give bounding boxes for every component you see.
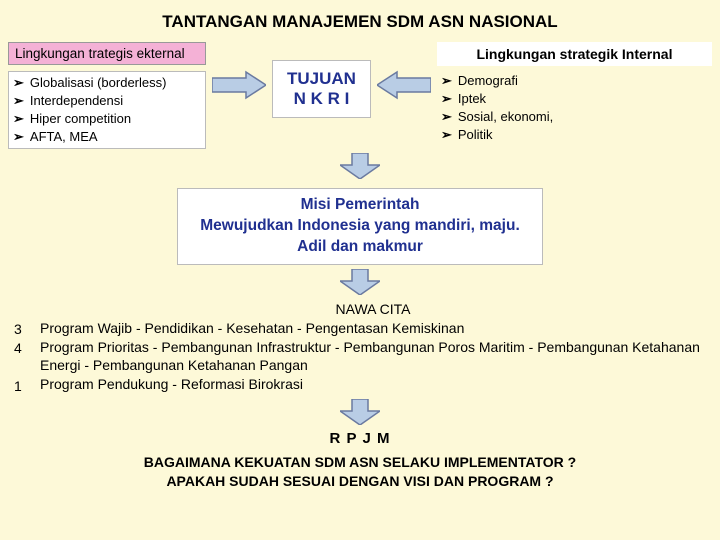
top-row: Lingkungan trategis ekternal ➢ Globalisas… — [0, 42, 720, 149]
item-label: Politik — [458, 127, 493, 143]
mission-line3: Adil dan makmur — [200, 237, 520, 258]
external-column: Lingkungan trategis ekternal ➢ Globalisas… — [8, 42, 206, 149]
nawa-header: NAWA CITA — [40, 300, 706, 319]
external-header: Lingkungan trategis ekternal — [8, 42, 206, 65]
center-line2: N K R I — [287, 89, 356, 109]
bullet-icon: ➢ — [13, 111, 24, 127]
mission-box: Misi Pemerintah Mewujudkan Indonesia yan… — [177, 188, 543, 265]
nawa-num: 4 — [14, 339, 40, 358]
bullet-icon: ➢ — [13, 75, 24, 91]
arrow-down-icon — [0, 153, 720, 182]
item-label: Sosial, ekonomi, — [458, 109, 553, 125]
footer-line1: BAGAIMANA KEKUATAN SDM ASN SELAKU IMPLEM… — [0, 453, 720, 472]
bullet-icon: ➢ — [441, 127, 452, 143]
arrow-down-icon — [0, 399, 720, 428]
item-label: Globalisasi (borderless) — [30, 75, 167, 91]
list-item: ➢ Politik — [441, 126, 708, 144]
nawa-numbers: 3 4 1 — [14, 300, 40, 396]
nawa-text: NAWA CITA Program Wajib - Pendidikan - K… — [40, 300, 706, 396]
list-item: ➢ Sosial, ekonomi, — [441, 108, 708, 126]
item-label: Hiper competition — [30, 111, 131, 127]
nawa-num: 1 — [14, 377, 40, 396]
bullet-icon: ➢ — [441, 109, 452, 125]
bullet-icon: ➢ — [441, 91, 452, 107]
footer-questions: BAGAIMANA KEKUATAN SDM ASN SELAKU IMPLEM… — [0, 453, 720, 491]
internal-list: ➢ Demografi ➢ Iptek ➢ Sosial, ekonomi, ➢ Pol… — [437, 70, 712, 146]
item-label: AFTA, MEA — [30, 129, 98, 145]
mission-wrap: Misi Pemerintah Mewujudkan Indonesia yan… — [0, 188, 720, 265]
nawa-num: 3 — [14, 320, 40, 339]
rpjm-label: R P J M — [0, 430, 720, 447]
nawa-line: Program Prioritas - Pembangunan Infrastr… — [40, 338, 706, 376]
external-list: ➢ Globalisasi (borderless) ➢ Interdependen… — [8, 71, 206, 149]
list-item: ➢ AFTA, MEA — [13, 128, 201, 146]
item-label: Interdependensi — [30, 93, 123, 109]
list-item: ➢ Globalisasi (borderless) — [13, 74, 201, 92]
nawa-line: Program Pendukung - Reformasi Birokrasi — [40, 375, 706, 394]
arrow-down-icon — [0, 269, 720, 298]
list-item: ➢ Demografi — [441, 72, 708, 90]
nawa-line: Program Wajib - Pendidikan - Kesehatan -… — [40, 319, 706, 338]
bullet-icon: ➢ — [441, 73, 452, 89]
center-goal-box: TUJUAN N K R I — [272, 60, 371, 118]
mission-line1: Misi Pemerintah — [200, 195, 520, 216]
list-item: ➢ Hiper competition — [13, 110, 201, 128]
mission-line2: Mewujudkan Indonesia yang mandiri, maju. — [200, 216, 520, 237]
nawa-cita-block: 3 4 1 NAWA CITA Program Wajib - Pendidik… — [0, 300, 720, 396]
internal-header: Lingkungan strategik Internal — [437, 42, 712, 66]
list-item: ➢ Interdependensi — [13, 92, 201, 110]
center-line1: TUJUAN — [287, 69, 356, 89]
page-title: TANTANGAN MANAJEMEN SDM ASN NASIONAL — [0, 0, 720, 42]
bullet-icon: ➢ — [13, 93, 24, 109]
internal-column: Lingkungan strategik Internal ➢ Demografi… — [437, 42, 712, 146]
item-label: Iptek — [458, 91, 486, 107]
arrow-left-icon — [377, 70, 431, 100]
list-item: ➢ Iptek — [441, 90, 708, 108]
arrow-right-icon — [212, 70, 266, 100]
footer-line2: APAKAH SUDAH SESUAI DENGAN VISI DAN PROG… — [0, 472, 720, 491]
item-label: Demografi — [458, 73, 518, 89]
bullet-icon: ➢ — [13, 129, 24, 145]
